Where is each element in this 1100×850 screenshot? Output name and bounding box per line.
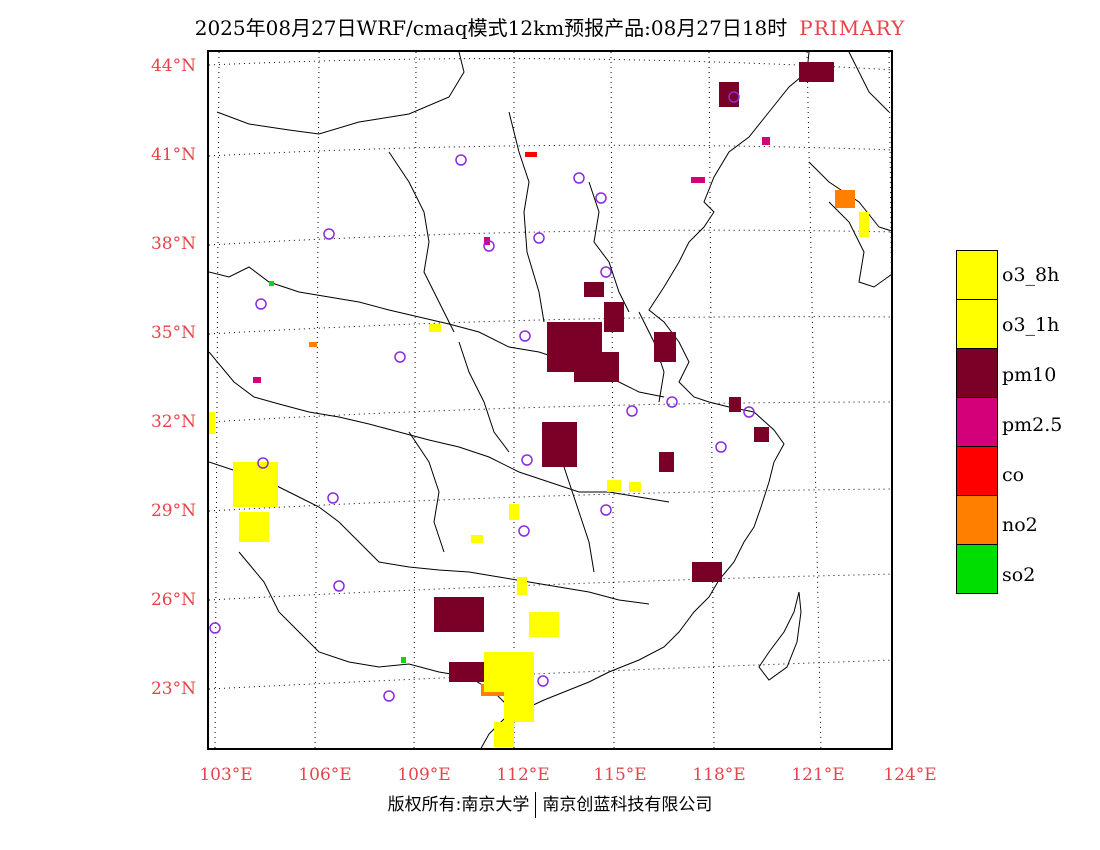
copyright-left: 版权所有:南京大学 — [387, 795, 530, 815]
no2-patches — [309, 190, 855, 696]
legend-swatch-pm25 — [956, 398, 998, 447]
lon-label-106: 106°E — [298, 765, 352, 785]
lon-label-115: 115°E — [593, 765, 647, 785]
lat-label-23: 23°N — [150, 679, 196, 699]
lon-label-112: 112°E — [496, 765, 550, 785]
legend — [956, 250, 1002, 594]
lon-label-103: 103°E — [199, 765, 253, 785]
legend-swatch-so2 — [956, 545, 998, 594]
station-markers — [209, 91, 755, 702]
map-title: 2025年08月27日WRF/cmaq模式12km预报产品:08月27日18时 P… — [0, 12, 1100, 41]
lat-label-29: 29°N — [150, 501, 196, 521]
title-text: 2025年08月27日WRF/cmaq模式12km预报产品:08月27日18时 — [194, 16, 788, 40]
lat-label-32: 32°N — [150, 412, 196, 432]
lat-label-38: 38°N — [150, 234, 196, 254]
primary-tag: PRIMARY — [799, 16, 906, 40]
so2-patches — [269, 281, 406, 663]
longitude-gridlines — [214, 52, 891, 748]
coastline-borders — [209, 52, 891, 748]
lon-label-118: 118°E — [692, 765, 746, 785]
latitude-gridlines — [209, 58, 891, 690]
copyright: 版权所有:南京大学 南京创蓝科技有限公司 — [0, 790, 1100, 818]
pm10-patches — [434, 62, 834, 682]
legend-swatch-no2 — [956, 496, 998, 545]
legend-label-o3-8h: o3_8h — [1002, 264, 1060, 286]
copyright-right: 南京创蓝科技有限公司 — [542, 795, 713, 815]
o3-patches — [209, 212, 869, 747]
co-patches — [525, 152, 537, 157]
lat-label-44: 44°N — [150, 56, 196, 76]
copyright-divider — [535, 792, 537, 818]
legend-label-co: co — [1002, 464, 1025, 486]
lat-label-26: 26°N — [150, 590, 196, 610]
legend-label-o3-1h: o3_1h — [1002, 314, 1060, 336]
legend-label-no2: no2 — [1002, 514, 1038, 536]
lon-label-109: 109°E — [397, 765, 451, 785]
map-canvas — [209, 52, 891, 748]
lon-label-121: 121°E — [791, 765, 845, 785]
legend-label-pm25: pm2.5 — [1002, 414, 1063, 436]
legend-swatch-o3-8h — [956, 250, 998, 300]
legend-label-so2: so2 — [1002, 564, 1036, 586]
lat-label-35: 35°N — [150, 323, 196, 343]
legend-swatch-co — [956, 447, 998, 496]
legend-label-pm10: pm10 — [1002, 364, 1057, 386]
lon-label-124: 124°E — [883, 765, 937, 785]
forecast-map[interactable] — [207, 50, 893, 750]
legend-swatch-o3-1h — [956, 300, 998, 349]
legend-swatch-pm10 — [956, 349, 998, 398]
pm25-patches — [253, 137, 770, 383]
lat-label-41: 41°N — [150, 145, 196, 165]
